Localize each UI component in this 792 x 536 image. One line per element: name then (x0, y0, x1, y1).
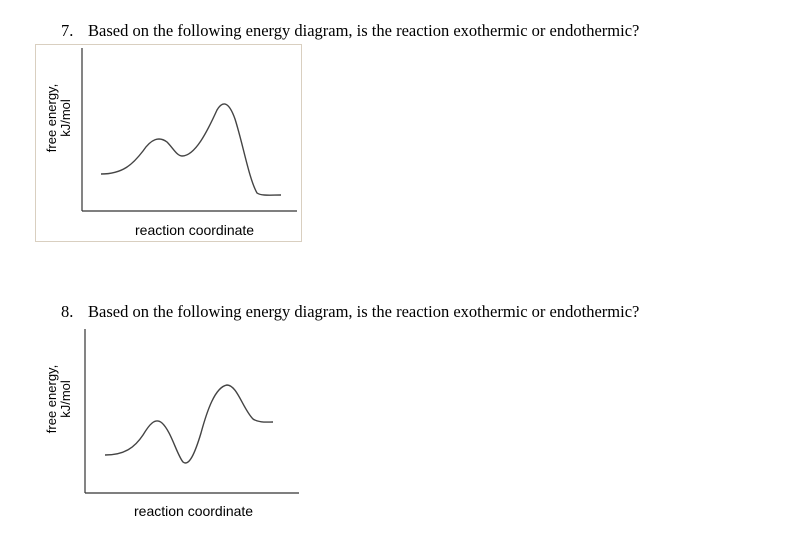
y-axis-label: free energy, kJ/mol (44, 66, 73, 170)
energy-curve (100, 103, 282, 196)
y-axis-label-line2: kJ/mol (58, 380, 73, 418)
question-8: 8. Based on the following energy diagram,… (61, 302, 639, 322)
question-text: Based on the following energy diagram, i… (88, 302, 640, 321)
energy-diagram-7: free energy, kJ/mol reaction coordinate (35, 44, 303, 243)
x-axis-label: reaction coordinate (134, 503, 254, 519)
energy-diagram-7-svg (35, 44, 302, 242)
y-axis-label: free energy, kJ/mol (44, 347, 73, 451)
y-axis-label-line1: free energy, (44, 364, 59, 434)
energy-diagram-8-svg (84, 329, 299, 494)
question-number: 8. (61, 302, 74, 321)
question-text: Based on the following energy diagram, i… (88, 21, 640, 40)
question-number: 7. (61, 21, 74, 40)
energy-curve (104, 384, 274, 464)
x-axis-label: reaction coordinate (135, 222, 255, 238)
diagram-frame (35, 44, 302, 242)
question-7: 7. Based on the following energy diagram,… (61, 21, 639, 41)
energy-diagram-8: free energy, kJ/mol reaction coordinate (35, 325, 303, 524)
y-axis-label-line2: kJ/mol (58, 99, 73, 137)
y-axis-label-line1: free energy, (44, 83, 59, 153)
